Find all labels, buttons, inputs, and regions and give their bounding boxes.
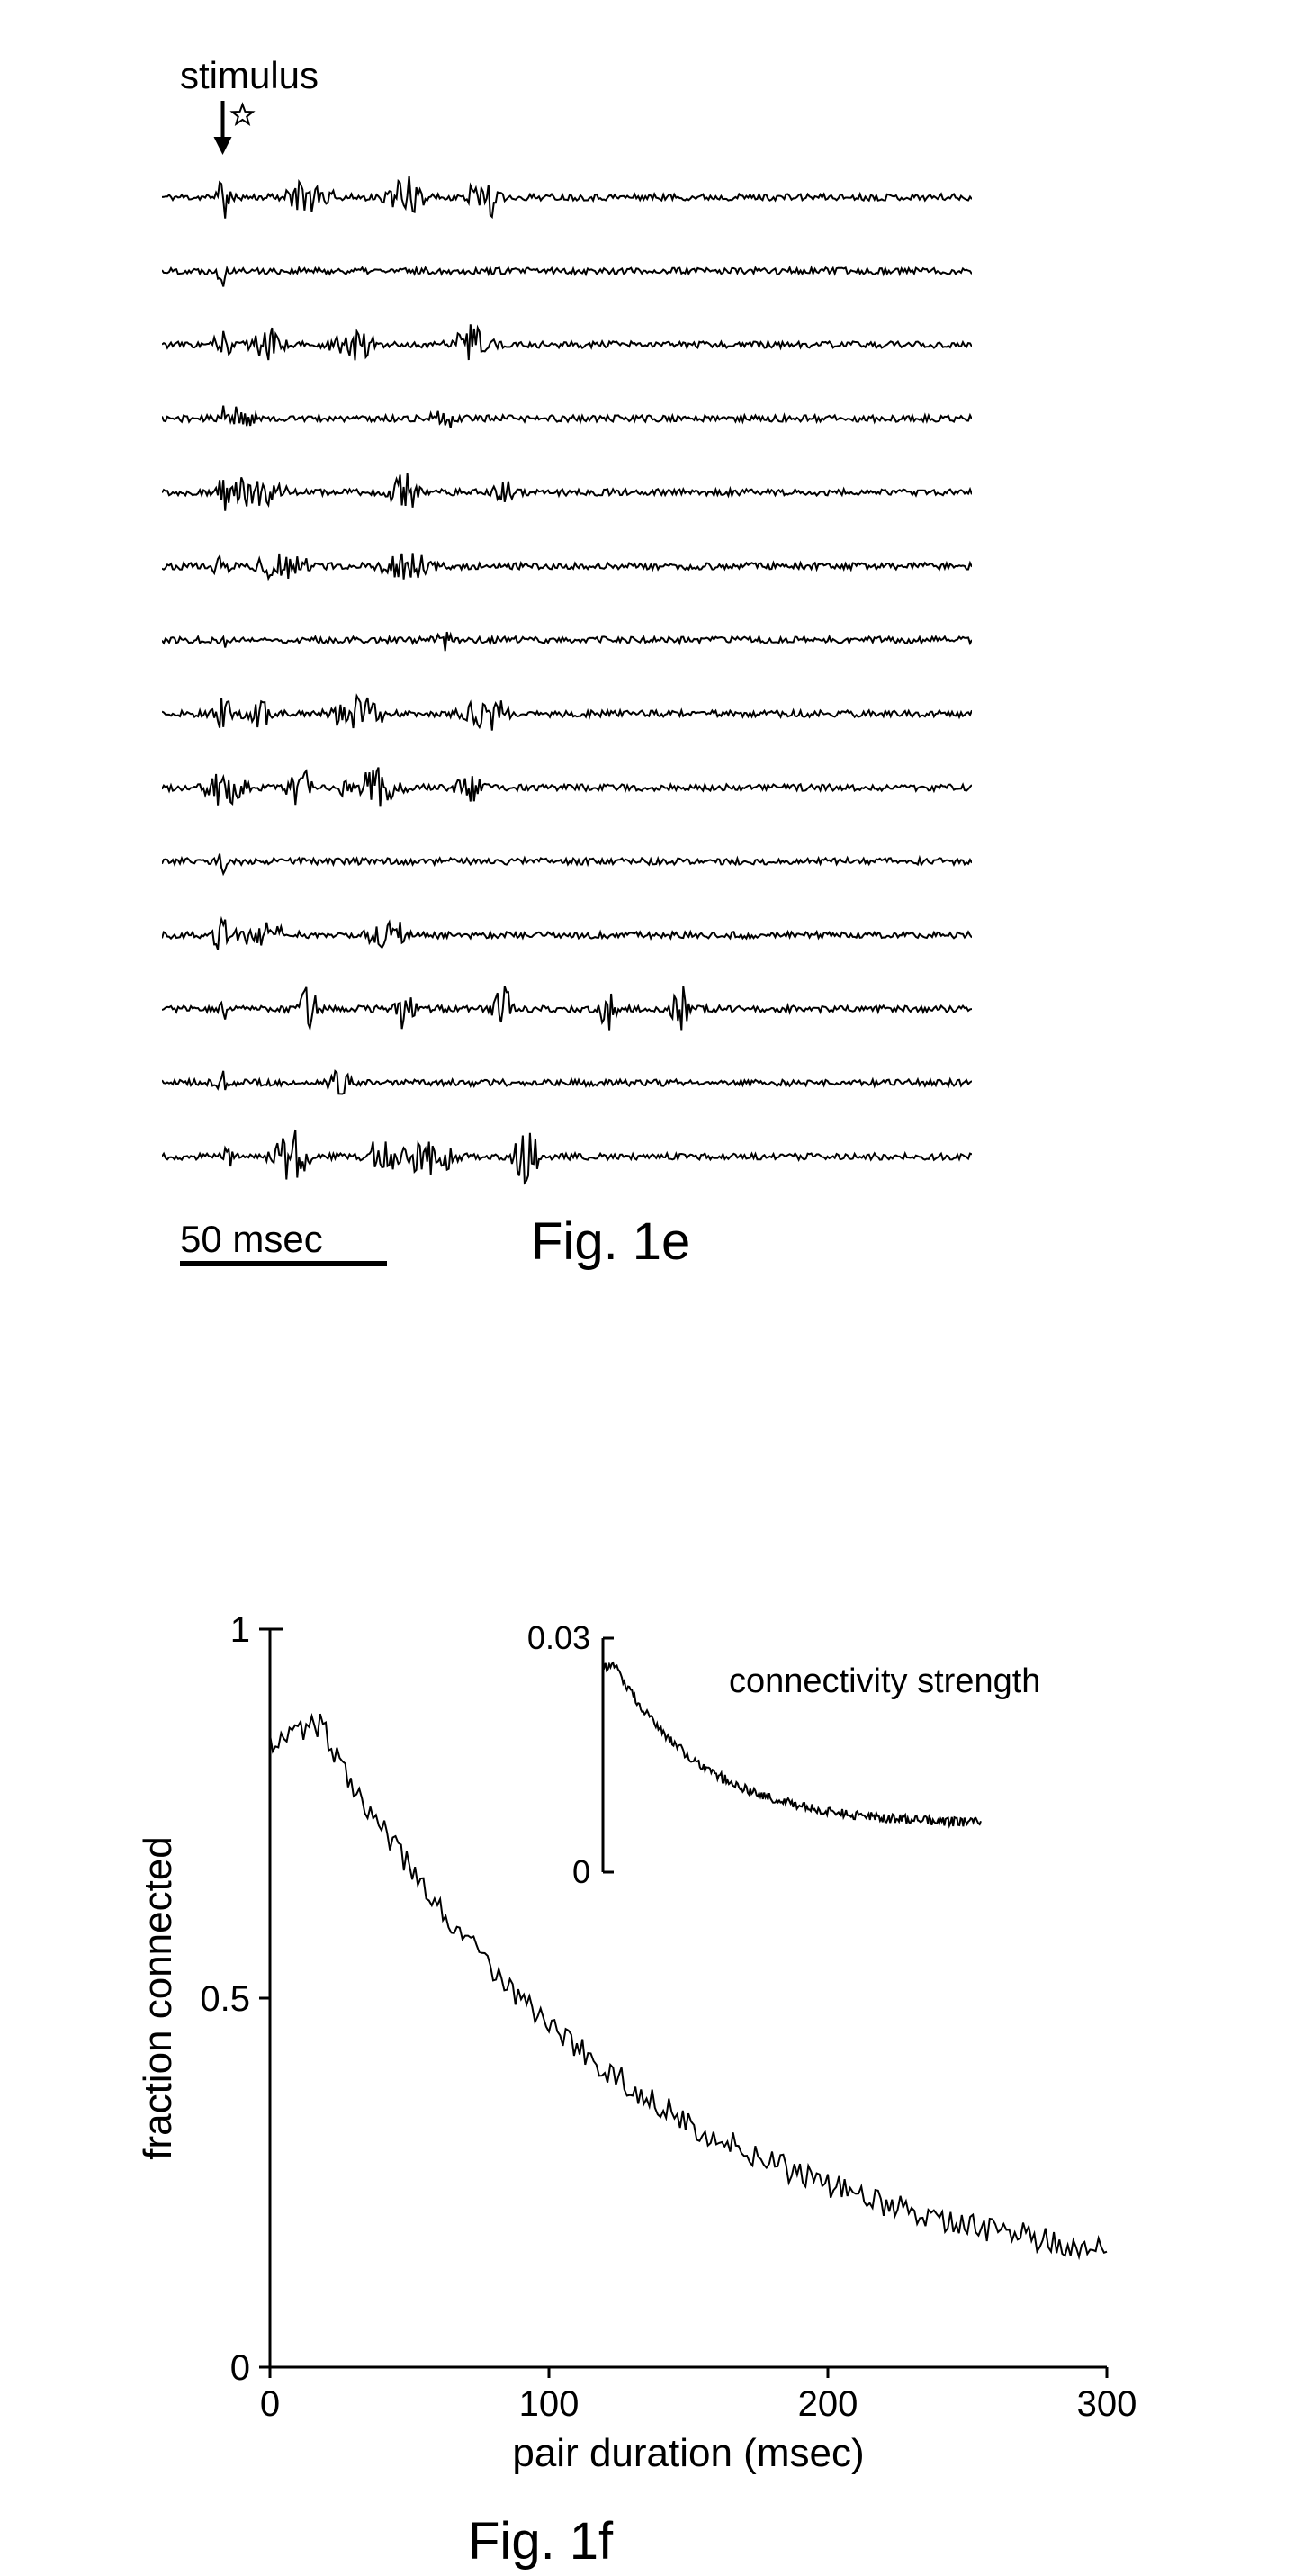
svg-text:0.03: 0.03 xyxy=(527,1619,590,1656)
scale-bar-line xyxy=(180,1261,387,1266)
svg-text:0: 0 xyxy=(260,2384,280,2424)
svg-text:pair duration (msec): pair duration (msec) xyxy=(512,2431,864,2475)
trace-list xyxy=(162,160,1062,1193)
svg-text:0: 0 xyxy=(230,2348,250,2388)
stimulus-arrow-container xyxy=(162,97,1062,160)
figure-label-1f: Fig. 1f xyxy=(468,2511,613,2571)
trace-row xyxy=(162,603,972,677)
figure-1f: 0 0.5 1 0 100 200 300 pair duration (msec) fract… xyxy=(117,1575,1143,2520)
trace-row xyxy=(162,898,972,972)
scale-bar: 50 msec Fig. 1e xyxy=(162,1211,1062,1272)
trace-row xyxy=(162,529,972,603)
trace-row xyxy=(162,455,972,529)
trace-row xyxy=(162,308,972,382)
scale-bar-label: 50 msec xyxy=(180,1218,387,1261)
svg-text:100: 100 xyxy=(519,2384,580,2424)
svg-text:300: 300 xyxy=(1077,2384,1137,2424)
svg-text:fraction connected: fraction connected xyxy=(136,1836,180,2160)
figure-1e: stimulus 50 msec Fig. 1e xyxy=(162,54,1062,1272)
figure-label-1e: Fig. 1e xyxy=(531,1211,690,1272)
trace-row xyxy=(162,382,972,455)
stimulus-label: stimulus xyxy=(180,54,1062,97)
svg-text:1: 1 xyxy=(230,1610,250,1650)
trace-row xyxy=(162,972,972,1046)
stimulus-arrow-icon xyxy=(162,97,972,160)
figure-1f-chart: 0 0.5 1 0 100 200 300 pair duration (msec) fract… xyxy=(117,1575,1143,2520)
svg-text:connectivity strength: connectivity strength xyxy=(729,1662,1040,1700)
trace-row xyxy=(162,1120,972,1193)
trace-row xyxy=(162,677,972,751)
svg-text:0: 0 xyxy=(572,1853,590,1890)
trace-row xyxy=(162,234,972,308)
trace-row xyxy=(162,824,972,898)
svg-text:0.5: 0.5 xyxy=(200,1979,250,2019)
trace-row xyxy=(162,160,972,234)
trace-row xyxy=(162,1046,972,1120)
trace-row xyxy=(162,751,972,824)
svg-text:200: 200 xyxy=(798,2384,858,2424)
